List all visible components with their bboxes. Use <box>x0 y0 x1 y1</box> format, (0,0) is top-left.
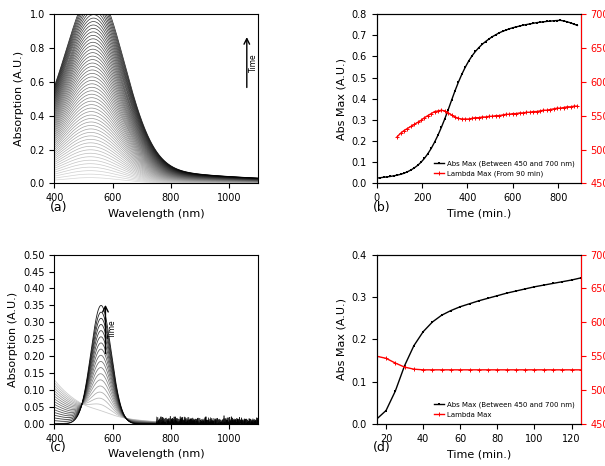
Line: Abs Max (Between 450 and 700 nm): Abs Max (Between 450 and 700 nm) <box>375 276 582 420</box>
Abs Max (Between 450 and 700 nm) <box>577 275 584 281</box>
Abs Max (Between 450 and 700 nm) <box>568 277 575 283</box>
Abs Max (Between 450 and 700 nm) <box>407 167 414 173</box>
Text: Time: Time <box>108 320 117 338</box>
Lambda Max <box>512 367 520 373</box>
Abs Max (Between 450 and 700 nm) <box>475 298 482 303</box>
Text: (c): (c) <box>50 441 67 454</box>
Text: (a): (a) <box>50 200 68 213</box>
Abs Max (Between 450 and 700 nm) <box>438 124 445 130</box>
Y-axis label: Absorption (A.U.): Absorption (A.U.) <box>14 51 24 146</box>
Abs Max (Between 450 and 700 nm) <box>494 293 501 299</box>
Abs Max (Between 450 and 700 nm) <box>391 388 399 394</box>
Abs Max (Between 450 and 700 nm) <box>429 319 436 325</box>
Lambda Max <box>540 367 548 373</box>
Abs Max (Between 450 and 700 nm) <box>424 151 431 157</box>
Y-axis label: Abs Max (A.U.): Abs Max (A.U.) <box>336 58 346 140</box>
Lambda Max (From 90 min) <box>394 134 401 139</box>
Abs Max (Between 450 and 700 nm) <box>466 301 473 307</box>
Abs Max (Between 450 and 700 nm) <box>401 363 408 369</box>
Lambda Max <box>475 367 482 373</box>
Line: Lambda Max (From 90 min): Lambda Max (From 90 min) <box>396 104 579 138</box>
Lambda Max <box>401 364 408 370</box>
Lambda Max <box>410 366 417 372</box>
Abs Max (Between 450 and 700 nm) <box>499 28 506 34</box>
Abs Max (Between 450 and 700 nm) <box>557 18 564 23</box>
Abs Max (Between 450 and 700 nm) <box>531 284 538 289</box>
Lambda Max <box>419 367 427 373</box>
Lambda Max <box>485 367 492 373</box>
Abs Max (Between 450 and 700 nm) <box>410 343 417 349</box>
Abs Max (Between 450 and 700 nm) <box>558 279 566 285</box>
Abs Max (Between 450 and 700 nm) <box>485 295 492 301</box>
Lambda Max <box>577 367 584 373</box>
X-axis label: Wavelength (nm): Wavelength (nm) <box>108 449 204 459</box>
Abs Max (Between 450 and 700 nm) <box>382 408 390 413</box>
Lambda Max <box>494 367 501 373</box>
Text: (d): (d) <box>373 441 390 454</box>
X-axis label: Time (min.): Time (min.) <box>446 449 511 459</box>
Abs Max (Between 450 and 700 nm) <box>457 304 464 309</box>
Lambda Max <box>531 367 538 373</box>
Y-axis label: Abs Max (A.U.): Abs Max (A.U.) <box>336 298 346 380</box>
Text: Time: Time <box>249 54 258 72</box>
Legend: Abs Max (Between 450 and 700 nm), Lambda Max (From 90 min): Abs Max (Between 450 and 700 nm), Lambda… <box>431 158 577 180</box>
Line: Abs Max (Between 450 and 700 nm): Abs Max (Between 450 and 700 nm) <box>375 19 579 179</box>
Abs Max (Between 450 and 700 nm) <box>441 116 448 122</box>
Abs Max (Between 450 and 700 nm) <box>574 23 581 28</box>
Abs Max (Between 450 and 700 nm) <box>447 308 454 313</box>
Y-axis label: Absorption (A.U.): Absorption (A.U.) <box>7 292 18 387</box>
X-axis label: Wavelength (nm): Wavelength (nm) <box>108 209 204 219</box>
Lambda Max <box>466 367 473 373</box>
Lambda Max <box>549 367 557 373</box>
Abs Max (Between 450 and 700 nm) <box>419 329 427 335</box>
Abs Max (Between 450 and 700 nm) <box>373 416 381 422</box>
Lambda Max (From 90 min) <box>516 110 523 116</box>
Lambda Max <box>438 367 445 373</box>
Lambda Max <box>558 367 566 373</box>
Lambda Max <box>429 367 436 373</box>
Abs Max (Between 450 and 700 nm) <box>549 281 557 286</box>
Text: (b): (b) <box>373 200 390 213</box>
Abs Max (Between 450 and 700 nm) <box>522 286 529 292</box>
Abs Max (Between 450 and 700 nm) <box>503 290 510 296</box>
Lambda Max (From 90 min) <box>499 112 506 118</box>
Lambda Max <box>568 367 575 373</box>
Lambda Max (From 90 min) <box>424 113 431 118</box>
Line: Lambda Max: Lambda Max <box>375 355 583 371</box>
Lambda Max <box>373 354 381 359</box>
Lambda Max (From 90 min) <box>492 113 499 118</box>
Abs Max (Between 450 and 700 nm) <box>540 282 548 288</box>
Lambda Max <box>382 356 390 361</box>
Abs Max (Between 450 and 700 nm) <box>373 175 381 181</box>
X-axis label: Time (min.): Time (min.) <box>446 209 511 219</box>
Lambda Max <box>457 367 464 373</box>
Lambda Max <box>447 367 454 373</box>
Abs Max (Between 450 and 700 nm) <box>431 139 438 145</box>
Lambda Max <box>391 360 399 366</box>
Legend: Abs Max (Between 450 and 700 nm), Lambda Max: Abs Max (Between 450 and 700 nm), Lambda… <box>431 399 577 421</box>
Lambda Max (From 90 min) <box>462 116 469 122</box>
Lambda Max (From 90 min) <box>502 111 509 117</box>
Abs Max (Between 450 and 700 nm) <box>438 312 445 318</box>
Lambda Max <box>503 367 510 373</box>
Lambda Max (From 90 min) <box>574 103 581 109</box>
Lambda Max <box>522 367 529 373</box>
Lambda Max (From 90 min) <box>571 103 578 109</box>
Abs Max (Between 450 and 700 nm) <box>512 288 520 294</box>
